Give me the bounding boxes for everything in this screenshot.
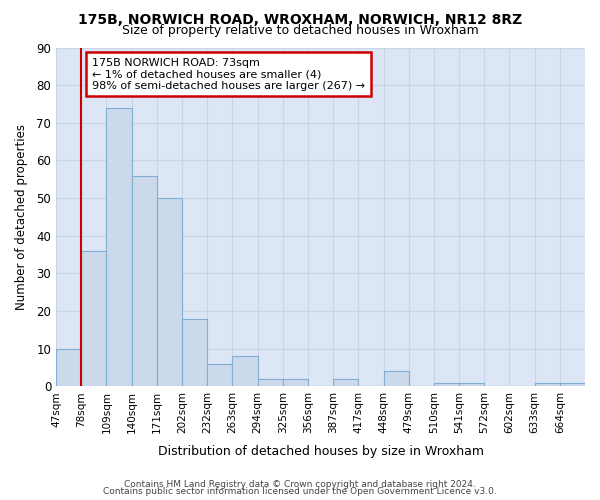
Bar (383, 372, 409, 386)
X-axis label: Distribution of detached houses by size in Wroxham: Distribution of detached houses by size … (158, 444, 484, 458)
Text: Contains public sector information licensed under the Open Government Licence v3: Contains public sector information licen… (103, 488, 497, 496)
Bar (207, 364, 232, 386)
Bar (535, 382, 560, 386)
Bar (81, 251, 106, 386)
Text: Size of property relative to detached houses in Wroxham: Size of property relative to detached ho… (122, 24, 478, 37)
Text: 175B, NORWICH ROAD, WROXHAM, NORWICH, NR12 8RZ: 175B, NORWICH ROAD, WROXHAM, NORWICH, NR… (78, 12, 522, 26)
Bar (257, 379, 283, 386)
Bar (157, 198, 182, 386)
Bar (182, 318, 207, 386)
Text: Contains HM Land Registry data © Crown copyright and database right 2024.: Contains HM Land Registry data © Crown c… (124, 480, 476, 489)
Bar (333, 379, 358, 386)
Bar (560, 382, 585, 386)
Y-axis label: Number of detached properties: Number of detached properties (15, 124, 28, 310)
Bar (434, 382, 459, 386)
Bar (459, 382, 484, 386)
Text: 175B NORWICH ROAD: 73sqm
← 1% of detached houses are smaller (4)
98% of semi-det: 175B NORWICH ROAD: 73sqm ← 1% of detache… (92, 58, 365, 91)
Bar (283, 379, 308, 386)
Bar (106, 108, 131, 386)
Bar (56, 348, 81, 387)
Bar (232, 356, 257, 386)
Bar (131, 176, 157, 386)
